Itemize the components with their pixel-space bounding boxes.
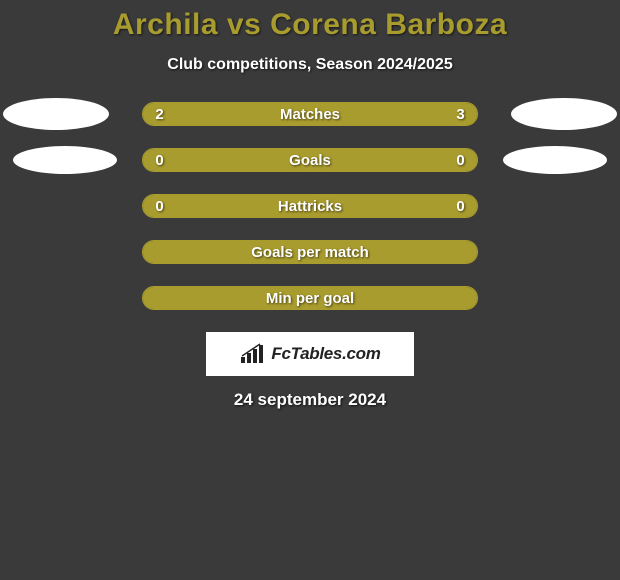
player-right-oval	[511, 98, 617, 130]
left-oval-slot	[0, 98, 118, 130]
comparison-infographic: Archila vs Corena Barboza Club competiti…	[0, 0, 620, 410]
stat-row: 23Matches	[0, 102, 620, 126]
right-oval-slot	[502, 98, 620, 130]
player-left-oval	[3, 98, 109, 130]
stat-bar: 23Matches	[142, 102, 477, 126]
watermark-badge: FcTables.com	[206, 332, 414, 376]
stat-bar: Min per goal	[142, 286, 477, 310]
stat-row: Goals per match	[0, 240, 620, 264]
subtitle: Club competitions, Season 2024/2025	[0, 56, 620, 74]
watermark-text: FcTables.com	[271, 344, 380, 364]
page-title: Archila vs Corena Barboza	[0, 8, 620, 42]
stat-row: Min per goal	[0, 286, 620, 310]
left-oval-slot	[0, 146, 118, 174]
stat-label: Goals	[143, 152, 476, 169]
stat-label: Min per goal	[143, 290, 476, 307]
player-right-oval	[503, 146, 607, 174]
date-label: 24 september 2024	[0, 390, 620, 410]
stat-label: Matches	[143, 106, 476, 123]
stat-bar: Goals per match	[142, 240, 477, 264]
stat-label: Goals per match	[143, 244, 476, 261]
bars-logo-icon	[239, 343, 267, 365]
right-oval-slot	[502, 146, 620, 174]
stat-bar: 00Hattricks	[142, 194, 477, 218]
player-left-oval	[13, 146, 117, 174]
bars-container: 23Matches 00Goals 00Hattricks Goals per mat…	[0, 102, 620, 310]
stat-label: Hattricks	[143, 198, 476, 215]
stat-row: 00Hattricks	[0, 194, 620, 218]
stat-bar: 00Goals	[142, 148, 477, 172]
stat-row: 00Goals	[0, 148, 620, 172]
